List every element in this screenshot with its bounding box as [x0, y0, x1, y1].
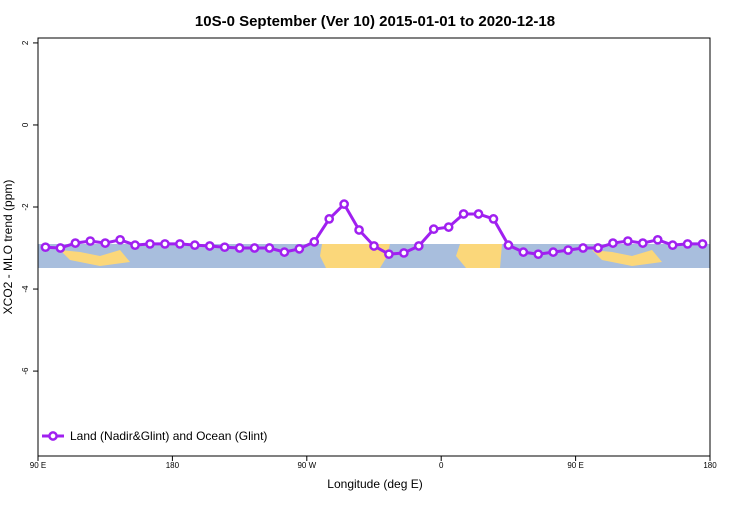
- legend-marker: [48, 431, 58, 441]
- data-point: [563, 245, 573, 255]
- data-point: [130, 240, 140, 251]
- data-point: [623, 236, 633, 246]
- x-tick-label: 0: [439, 461, 444, 470]
- data-point: [70, 238, 81, 248]
- legend-label: Land (Nadir&Glint) and Ocean (Glint): [70, 429, 267, 443]
- x-tick-label: 90 W: [297, 461, 316, 470]
- data-point: [413, 241, 424, 251]
- data-point: [324, 214, 335, 224]
- y-tick-label: 2: [21, 40, 30, 45]
- data-point: [264, 243, 275, 253]
- data-point: [593, 243, 603, 253]
- y-tick-label: -6: [21, 367, 30, 375]
- data-point: [189, 240, 200, 251]
- y-tick-label: -4: [21, 285, 30, 293]
- x-tick-label: 180: [703, 461, 717, 470]
- data-point: [249, 243, 260, 253]
- data-point: [697, 239, 708, 249]
- data-point: [309, 237, 320, 247]
- data-point: [40, 242, 51, 253]
- data-point: [219, 242, 230, 253]
- data-point: [234, 243, 245, 253]
- data-point: [578, 243, 588, 253]
- data-point: [667, 240, 678, 251]
- data-point: [204, 241, 215, 251]
- x-tick-label: 90 E: [30, 461, 46, 470]
- data-point: [160, 239, 170, 249]
- legend: Land (Nadir&Glint) and Ocean (Glint): [42, 429, 267, 443]
- data-point: [145, 239, 155, 249]
- data-point: [608, 238, 618, 248]
- y-axis-label: XCO2 - MLO trend (ppm): [1, 180, 15, 315]
- y-tick-label: -2: [21, 203, 30, 211]
- data-point: [682, 239, 693, 249]
- y-tick-label: 0: [21, 122, 30, 127]
- plot-frame: [37, 37, 711, 457]
- data-point: [548, 247, 559, 257]
- x-axis-label: Longitude (deg E): [327, 477, 422, 491]
- data-point: [85, 236, 96, 246]
- data-point: [339, 199, 349, 209]
- data-point: [637, 238, 648, 248]
- data-point: [458, 209, 469, 219]
- data-point: [652, 234, 663, 245]
- data-point: [533, 249, 544, 260]
- data-point: [399, 248, 409, 258]
- x-tick-label: 90 E: [567, 461, 583, 470]
- data-point: [443, 222, 454, 232]
- data-point: [473, 209, 484, 219]
- data-point: [503, 240, 514, 251]
- data-point: [294, 243, 305, 254]
- data-point: [428, 224, 439, 235]
- data-point: [175, 239, 185, 249]
- chart-title: 10S-0 September (Ver 10) 2015-01-01 to 2…: [195, 13, 555, 30]
- data-point: [279, 247, 290, 257]
- x-tick-label: 180: [166, 461, 180, 470]
- data-point: [115, 234, 125, 245]
- data-point: [55, 243, 66, 253]
- data-point: [488, 214, 499, 224]
- data-point: [518, 247, 529, 257]
- data-point: [369, 241, 379, 251]
- data-point: [100, 238, 111, 248]
- data-point: [384, 249, 394, 260]
- data-point: [354, 225, 364, 235]
